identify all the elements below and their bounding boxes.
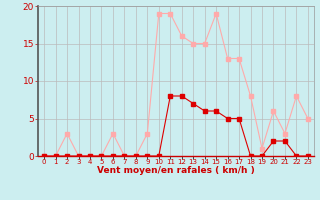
X-axis label: Vent moyen/en rafales ( km/h ): Vent moyen/en rafales ( km/h )	[97, 166, 255, 175]
